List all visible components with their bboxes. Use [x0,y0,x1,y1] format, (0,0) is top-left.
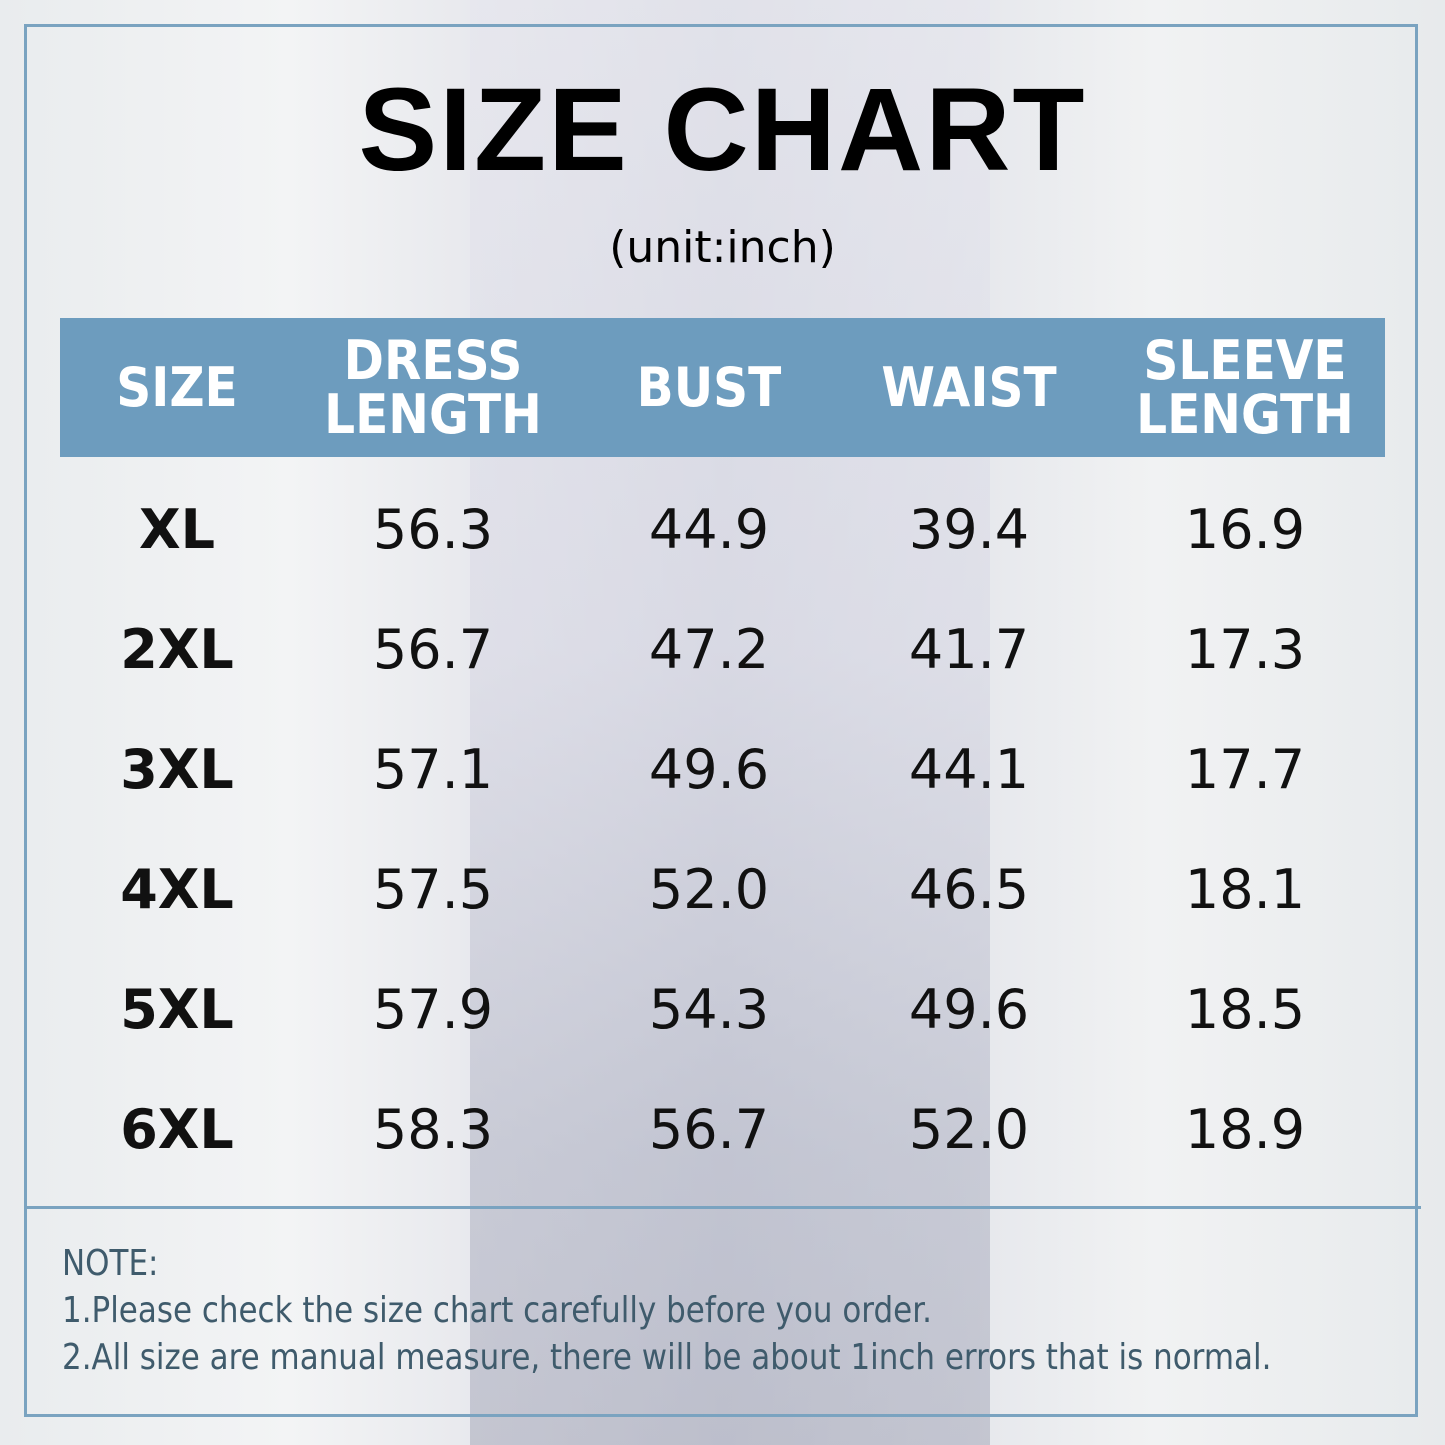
value-cell: 52.0 [648,858,770,921]
value-cell: 58.3 [372,1098,494,1161]
size-cell: 4XL [120,858,234,921]
table-row: XL 56.3 44.9 39.4 16.9 [0,470,1445,590]
note-item: 1.Please check the size chart carefully … [62,1290,932,1331]
column-header: BUST [565,318,853,457]
value-cell: 18.1 [1184,858,1306,921]
column-header: WAIST [825,318,1113,457]
background-photo [470,0,990,1445]
table-row: 3XL 57.1 49.6 44.1 17.7 [0,710,1445,830]
value-cell: 52.0 [908,1098,1030,1161]
page-title: SIZE CHART [358,64,1087,196]
column-header-line: DRESS [343,328,523,392]
size-cell: 5XL [120,978,234,1041]
column-header-line: WAIST [881,355,1057,419]
value-cell: 46.5 [908,858,1030,921]
value-cell: 18.5 [1184,978,1306,1041]
notes: NOTE: 1.Please check the size chart care… [62,1240,1271,1381]
size-cell: 3XL [120,738,234,801]
column-header: SLEEVE LENGTH [1101,318,1389,457]
value-cell: 41.7 [908,618,1030,681]
value-cell: 44.1 [908,738,1030,801]
note-item: 2.All size are manual measure, there wil… [62,1337,1272,1378]
value-cell: 44.9 [648,498,770,561]
value-cell: 16.9 [1184,498,1306,561]
value-cell: 57.1 [372,738,494,801]
value-cell: 49.6 [908,978,1030,1041]
chart-frame [24,24,1418,1417]
column-header-line: LENGTH [324,382,542,446]
value-cell: 56.7 [372,618,494,681]
value-cell: 56.3 [372,498,494,561]
note-heading: NOTE: [62,1243,159,1284]
notes-divider [24,1206,1421,1209]
value-cell: 56.7 [648,1098,770,1161]
value-cell: 39.4 [908,498,1030,561]
unit-label: (unit:inch) [609,222,836,273]
value-cell: 18.9 [1184,1098,1306,1161]
table-row: 5XL 57.9 54.3 49.6 18.5 [0,950,1445,1070]
value-cell: 17.7 [1184,738,1306,801]
table-row: 4XL 57.5 52.0 46.5 18.1 [0,830,1445,950]
value-cell: 54.3 [648,978,770,1041]
value-cell: 47.2 [648,618,770,681]
size-cell: 2XL [120,618,234,681]
column-header-line: SIZE [116,355,238,419]
table-row: 6XL 58.3 56.7 52.0 18.9 [0,1070,1445,1190]
column-header-line: BUST [636,355,782,419]
column-header-line: SLEEVE [1143,328,1347,392]
value-cell: 57.5 [372,858,494,921]
size-cell: XL [138,498,216,561]
value-cell: 49.6 [648,738,770,801]
size-cell: 6XL [120,1098,234,1161]
value-cell: 57.9 [372,978,494,1041]
table-header: SIZE DRESS LENGTH BUST WAIST SLEEVE LENGTH [60,318,1385,457]
value-cell: 17.3 [1184,618,1306,681]
column-header-line: LENGTH [1136,382,1354,446]
column-header: DRESS LENGTH [289,318,577,457]
column-header: SIZE [33,318,321,457]
table-row: 2XL 56.7 47.2 41.7 17.3 [0,590,1445,710]
